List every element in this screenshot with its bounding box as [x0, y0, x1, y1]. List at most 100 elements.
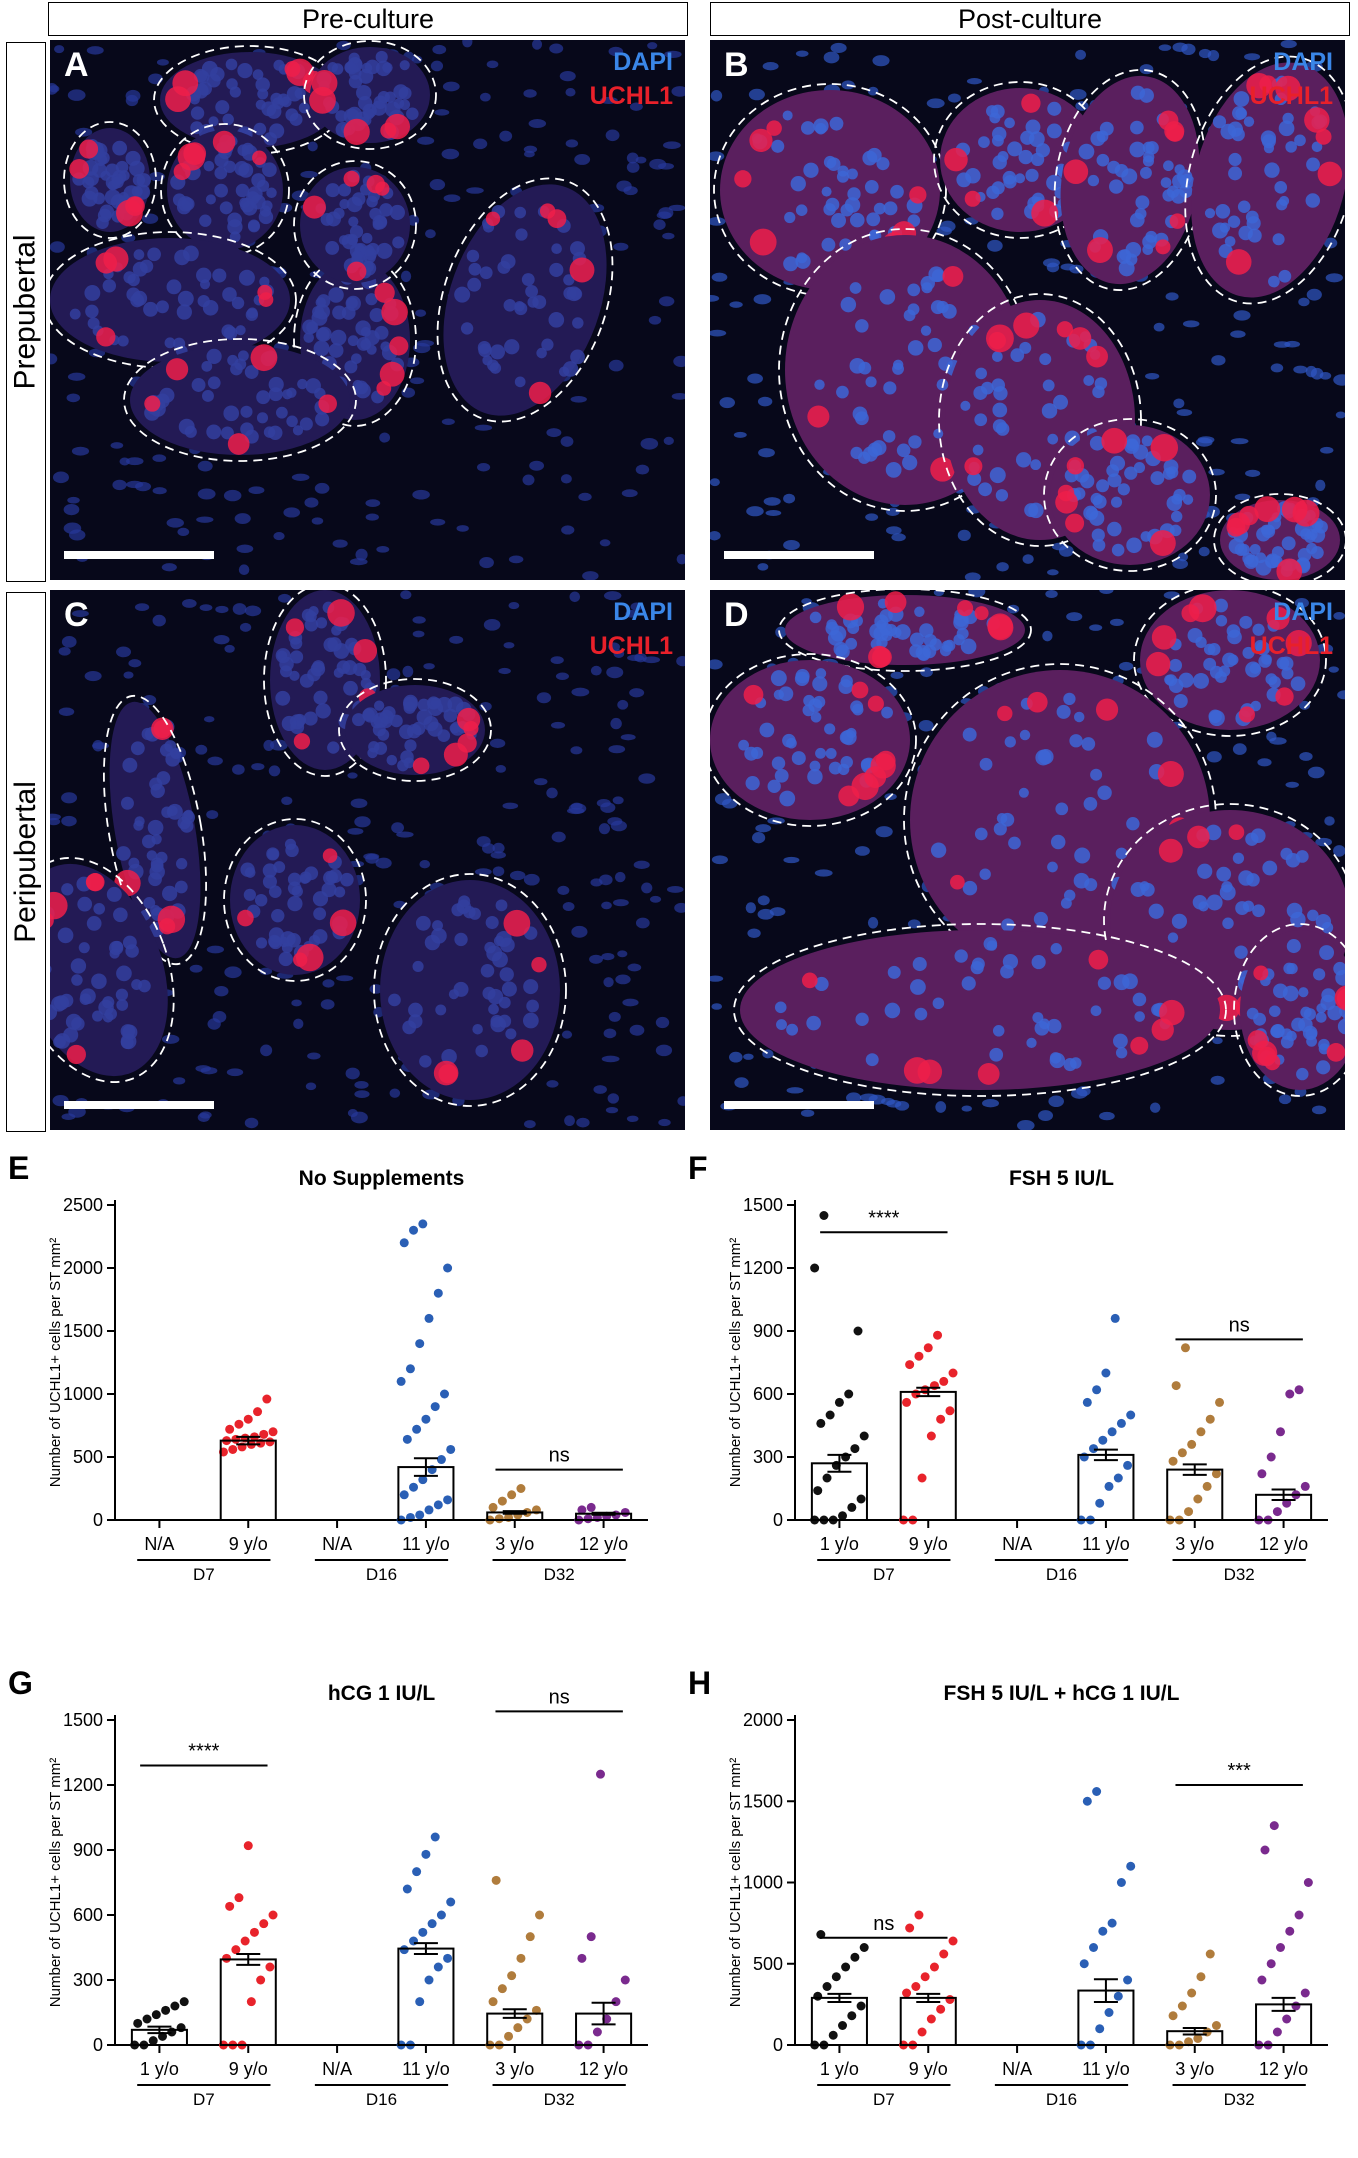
data-point — [1092, 1385, 1102, 1395]
nucleus — [423, 663, 435, 670]
nucleus — [603, 591, 622, 601]
nucleus — [641, 882, 653, 894]
data-point — [1126, 1410, 1136, 1420]
nucleus — [61, 815, 77, 827]
uchl1-cell — [1145, 651, 1171, 677]
panel-letter: F — [688, 1150, 708, 1186]
nucleus — [674, 902, 685, 913]
nucleus — [1117, 483, 1130, 496]
y-tick-label: 0 — [773, 2035, 783, 2055]
data-point — [847, 1502, 857, 1512]
data-point — [1196, 1427, 1206, 1437]
tubule-outline — [103, 694, 207, 966]
data-point — [859, 1431, 869, 1441]
data-point — [819, 1211, 829, 1220]
nucleus — [152, 487, 167, 495]
nucleus — [213, 635, 230, 645]
nucleus — [979, 868, 991, 880]
data-point — [1180, 1343, 1190, 1353]
x-tick-label: N/A — [322, 2059, 352, 2079]
nucleus — [86, 46, 104, 55]
nucleus — [104, 189, 121, 206]
nucleus — [361, 232, 373, 244]
nucleus — [1320, 994, 1336, 1011]
nucleus — [891, 533, 906, 542]
nucleus — [745, 902, 757, 914]
data-point — [1098, 1926, 1108, 1936]
nucleus — [942, 304, 957, 319]
nucleus — [290, 637, 303, 650]
data-point — [396, 1376, 406, 1386]
nucleus — [97, 208, 112, 223]
nucleus — [1166, 466, 1179, 479]
nucleus — [1245, 661, 1262, 678]
nucleus — [215, 605, 229, 614]
nucleus — [63, 1027, 79, 1043]
nucleus — [960, 638, 977, 655]
nucleus — [1141, 435, 1153, 447]
data-point — [418, 1927, 428, 1937]
nucleus — [598, 823, 611, 835]
data-point — [844, 1389, 854, 1399]
nucleus — [850, 700, 864, 714]
nucleus — [430, 697, 442, 709]
data-point — [399, 1238, 409, 1248]
nucleus — [71, 446, 90, 456]
nucleus — [601, 901, 612, 910]
uchl1-cell — [153, 719, 172, 739]
nucleus — [902, 454, 918, 471]
uchl1-cell — [293, 733, 311, 750]
x-tick-label: 9 y/o — [909, 2059, 948, 2079]
nucleus — [411, 721, 426, 736]
data-point — [1168, 2011, 1178, 2021]
nucleus — [1278, 269, 1292, 283]
data-point — [929, 1381, 939, 1391]
data-point — [1098, 1435, 1108, 1445]
nucleus — [141, 834, 156, 849]
nucleus — [314, 482, 330, 494]
nucleus — [422, 1089, 440, 1100]
data-point — [850, 1444, 860, 1454]
nucleus — [608, 642, 620, 652]
nucleus — [779, 790, 796, 807]
nucleus — [412, 616, 426, 624]
nucleus — [800, 121, 815, 135]
nucleus — [373, 712, 389, 728]
nucleus — [177, 816, 191, 830]
nucleus — [1253, 1012, 1267, 1026]
nucleus — [1142, 141, 1155, 154]
nucleus — [935, 1101, 947, 1113]
nucleus — [384, 101, 401, 118]
nucleus — [1300, 528, 1312, 540]
nucleus — [92, 192, 106, 205]
nucleus — [1233, 310, 1251, 321]
nucleus — [1172, 173, 1187, 189]
nucleus — [633, 860, 650, 870]
y-axis-label: Number of UCHL1+ cells per ST mm² — [47, 1238, 64, 1487]
nucleus — [1247, 228, 1262, 243]
data-point — [151, 2010, 161, 2020]
nucleus — [199, 604, 213, 611]
nucleus — [412, 489, 430, 500]
nucleus — [978, 482, 993, 497]
nucleus — [454, 932, 468, 947]
nucleus — [871, 440, 887, 456]
nucleus — [286, 415, 298, 428]
nucleus — [311, 517, 324, 525]
nucleus — [142, 695, 157, 706]
nucleus — [1045, 590, 1058, 599]
data-point — [1275, 1943, 1285, 1952]
y-axis-label: Number of UCHL1+ cells per ST mm² — [727, 1758, 744, 2007]
nucleus — [303, 711, 318, 726]
nucleus — [800, 1109, 815, 1117]
data-point — [240, 1936, 250, 1946]
nucleus — [122, 757, 138, 773]
x-tick-label: 11 y/o — [402, 2059, 450, 2079]
nucleus — [222, 287, 237, 302]
nucleus — [1214, 598, 1228, 613]
data-point — [446, 1897, 456, 1907]
data-point — [421, 1414, 431, 1424]
nucleus — [206, 810, 219, 820]
nucleus — [867, 86, 879, 96]
data-point — [234, 1419, 244, 1429]
